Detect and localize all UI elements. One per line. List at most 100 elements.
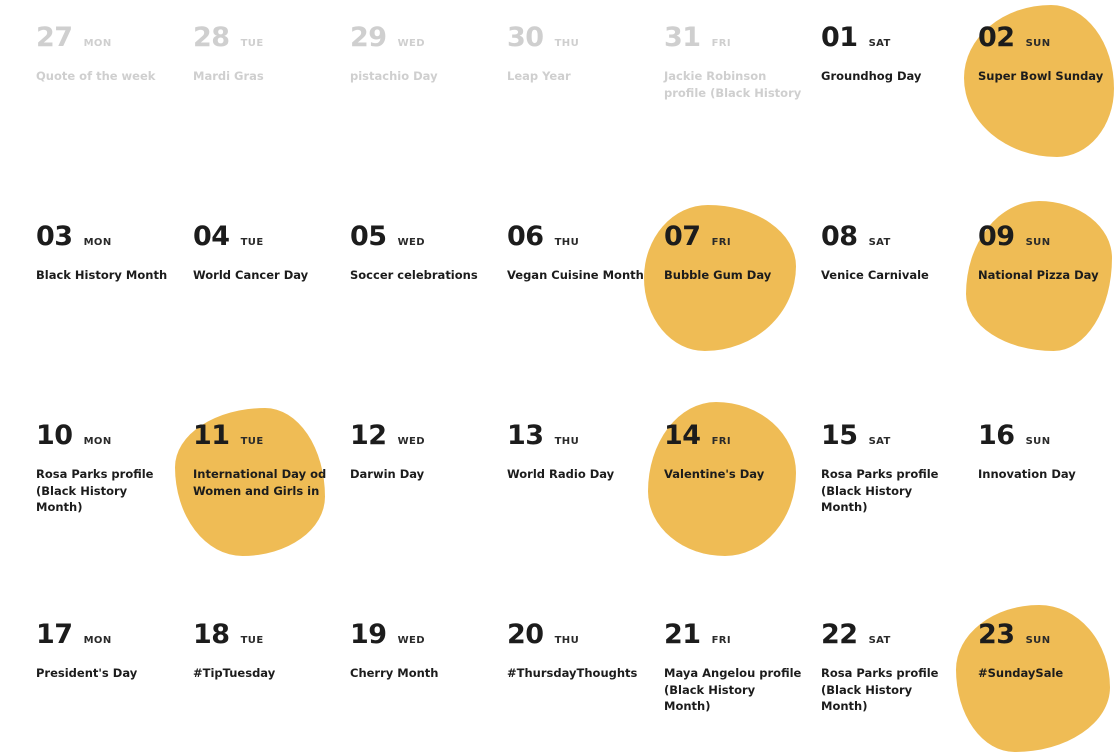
day-header: 07 FRI (664, 223, 821, 257)
calendar-day-19[interactable]: 19 WED Cherry Month (350, 621, 507, 753)
day-header: 11 TUE (193, 422, 350, 456)
day-number: 16 (978, 420, 1015, 451)
day-number: 05 (350, 221, 387, 252)
calendar-day-13[interactable]: 13 THU World Radio Day (507, 422, 664, 621)
day-weekday-label: SUN (1025, 38, 1051, 49)
day-number: 30 (507, 22, 544, 53)
calendar-day-27[interactable]: 27 MON Quote of the week (36, 24, 193, 223)
day-number: 19 (350, 619, 387, 650)
calendar-day-08[interactable]: 08 SAT Venice Carnivale (821, 223, 978, 422)
calendar-day-20[interactable]: 20 THU #ThursdayThoughts (507, 621, 664, 753)
calendar-day-17[interactable]: 17 MON President's Day (36, 621, 193, 753)
day-weekday-label: THU (554, 38, 580, 49)
day-weekday-label: MON (83, 237, 112, 248)
calendar-day-29[interactable]: 29 WED pistachio Day (350, 24, 507, 223)
day-header: 16 SUN (978, 422, 1115, 456)
day-event-text[interactable]: Super Bowl Sunday (978, 69, 1104, 83)
calendar-day-10[interactable]: 10 MON Rosa Parks profile (Black History M… (36, 422, 193, 621)
day-event-text[interactable]: National Pizza Day (978, 268, 1099, 282)
day-weekday-label: WED (397, 436, 425, 447)
day-event-text[interactable]: World Cancer Day (193, 268, 309, 282)
day-event-text[interactable]: #TipTuesday (193, 666, 276, 680)
day-event-text[interactable]: Maya Angelou profile (Black History Mont… (664, 666, 802, 714)
day-header: 21 FRI (664, 621, 821, 655)
day-event-text[interactable]: Bubble Gum Day (664, 268, 772, 282)
calendar-day-16[interactable]: 16 SUN Innovation Day (978, 422, 1115, 621)
day-header: 31 FRI (664, 24, 821, 58)
day-number: 20 (507, 619, 544, 650)
day-event-text[interactable]: Rosa Parks profile (Black History Month) (821, 666, 939, 714)
calendar-day-21[interactable]: 21 FRI Maya Angelou profile (Black History… (664, 621, 821, 753)
calendar-day-22[interactable]: 22 SAT Rosa Parks profile (Black History M… (821, 621, 978, 753)
calendar-day-11[interactable]: 11 TUE International Day od Women and Girl… (175, 408, 350, 621)
calendar-day-03[interactable]: 03 MON Black History Month (36, 223, 193, 422)
day-weekday-label: TUE (240, 237, 264, 248)
day-number: 13 (507, 420, 544, 451)
day-event-text[interactable]: President's Day (36, 666, 138, 680)
calendar-day-31[interactable]: 31 FRI Jackie Robinson profile (Black Hist… (664, 24, 821, 223)
day-number: 04 (193, 221, 230, 252)
day-event-text[interactable]: Vegan Cuisine Month (507, 268, 644, 282)
day-weekday-label: FRI (711, 38, 732, 49)
calendar-day-23[interactable]: 23 SUN #SundaySale (956, 605, 1115, 753)
day-number: 07 (664, 221, 701, 252)
calendar-day-02[interactable]: 02 SUN Super Bowl Sunday (964, 5, 1115, 223)
day-event-text[interactable]: Mardi Gras (193, 69, 264, 83)
day-number: 29 (350, 22, 387, 53)
day-weekday-label: TUE (240, 38, 264, 49)
calendar-day-14[interactable]: 14 FRI Valentine's Day (648, 402, 821, 621)
calendar-day-15[interactable]: 15 SAT Rosa Parks profile (Black History M… (821, 422, 978, 621)
day-event-text[interactable]: #SundaySale (978, 666, 1064, 680)
day-header: 10 MON (36, 422, 193, 456)
day-header: 04 TUE (193, 223, 350, 257)
day-header: 01 SAT (821, 24, 978, 58)
day-event-text[interactable]: Valentine's Day (664, 467, 765, 481)
day-header: 22 SAT (821, 621, 978, 655)
day-number: 10 (36, 420, 73, 451)
day-header: 28 TUE (193, 24, 350, 58)
calendar-day-09[interactable]: 09 SUN National Pizza Day (966, 201, 1115, 422)
day-weekday-label: FRI (711, 237, 732, 248)
day-event-text[interactable]: pistachio Day (350, 69, 438, 83)
day-event-text[interactable]: Jackie Robinson profile (Black History (664, 69, 802, 100)
calendar-day-06[interactable]: 06 THU Vegan Cuisine Month (507, 223, 664, 422)
day-event-text[interactable]: Darwin Day (350, 467, 425, 481)
calendar-day-07[interactable]: 07 FRI Bubble Gum Day (644, 205, 821, 422)
day-weekday-label: SAT (868, 237, 891, 248)
calendar-day-12[interactable]: 12 WED Darwin Day (350, 422, 507, 621)
day-event-text[interactable]: Venice Carnivale (821, 268, 929, 282)
day-event-text[interactable]: Groundhog Day (821, 69, 922, 83)
day-number: 18 (193, 619, 230, 650)
day-event-text[interactable]: Quote of the week (36, 69, 156, 83)
day-event-text[interactable]: Cherry Month (350, 666, 439, 680)
day-weekday-label: WED (397, 237, 425, 248)
day-weekday-label: MON (83, 38, 112, 49)
calendar-day-04[interactable]: 04 TUE World Cancer Day (193, 223, 350, 422)
day-number: 12 (350, 420, 387, 451)
day-header: 29 WED (350, 24, 507, 58)
calendar-day-18[interactable]: 18 TUE #TipTuesday (193, 621, 350, 753)
day-weekday-label: SUN (1025, 635, 1051, 646)
day-event-text[interactable]: Leap Year (507, 69, 571, 83)
day-header: 12 WED (350, 422, 507, 456)
calendar-day-05[interactable]: 05 WED Soccer celebrations (350, 223, 507, 422)
day-event-text[interactable]: Black History Month (36, 268, 168, 282)
day-header: 20 THU (507, 621, 664, 655)
calendar-day-30[interactable]: 30 THU Leap Year (507, 24, 664, 223)
calendar-day-01[interactable]: 01 SAT Groundhog Day (821, 24, 978, 223)
day-weekday-label: SAT (868, 436, 891, 447)
day-number: 02 (978, 22, 1015, 53)
day-event-text[interactable]: #ThursdayThoughts (507, 666, 638, 680)
day-header: 08 SAT (821, 223, 978, 257)
day-event-text[interactable]: Soccer celebrations (350, 268, 478, 282)
day-event-text[interactable]: Rosa Parks profile (Black History Month) (36, 467, 154, 515)
day-weekday-label: SAT (868, 38, 891, 49)
calendar-day-28[interactable]: 28 TUE Mardi Gras (193, 24, 350, 223)
day-event-text[interactable]: Rosa Parks profile (Black History Month) (821, 467, 939, 515)
day-event-text[interactable]: International Day od Women and Girls in (193, 467, 327, 498)
day-event-text[interactable]: Innovation Day (978, 467, 1076, 481)
day-header: 17 MON (36, 621, 193, 655)
day-event-text[interactable]: World Radio Day (507, 467, 615, 481)
day-number: 08 (821, 221, 858, 252)
